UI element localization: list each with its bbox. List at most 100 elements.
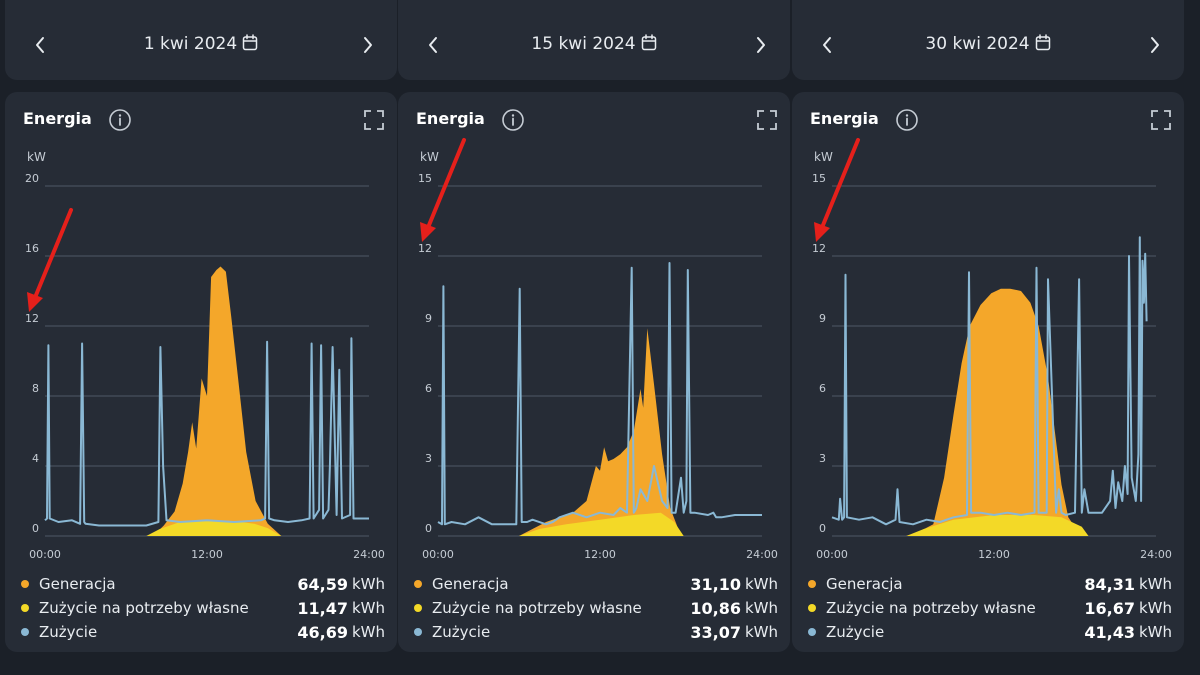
legend-item: Zużycie na potrzeby własne 16,67 kWh [808, 596, 1172, 620]
calendar-icon [1035, 34, 1050, 51]
annotation-arrow [425, 138, 466, 232]
y-tick-label: 12 [418, 242, 432, 255]
date-text: 30 kwi 2024 [925, 34, 1030, 54]
x-tick-label: 24:00 [746, 548, 778, 561]
date-text: 15 kwi 2024 [531, 34, 636, 54]
energy-card: Energia kW 0 3 6 9 12 15 00:00 12:00 24:00 Genera… [792, 92, 1184, 652]
chevron-right-icon [757, 37, 765, 53]
date-picker-button[interactable]: 30 kwi 2024 [792, 34, 1184, 54]
calendar-icon [641, 34, 656, 51]
date-text: 1 kwi 2024 [143, 34, 238, 54]
consumption-line [44, 337, 369, 527]
info-icon[interactable] [108, 108, 132, 132]
legend-dot [21, 604, 29, 612]
y-tick-label: 16 [25, 242, 39, 255]
previous-day-button[interactable] [418, 30, 448, 60]
legend-dot [808, 604, 816, 612]
legend-value: 84,31 [1084, 574, 1135, 594]
legend-dot [21, 580, 29, 588]
consumption-line [437, 262, 762, 526]
legend: Generacja 31,10 kWh Zużycie na potrzeby … [414, 572, 778, 644]
legend-dot [808, 580, 816, 588]
legend-label: Zużycie na potrzeby własne [432, 599, 642, 617]
legend-label: Zużycie [432, 623, 491, 641]
legend-item: Zużycie 46,69 kWh [21, 620, 385, 644]
legend-item: Generacja 84,31 kWh [808, 572, 1172, 596]
y-tick-label: 9 [425, 312, 432, 325]
x-tick-label: 12:00 [584, 548, 616, 561]
chevron-left-icon [823, 37, 831, 53]
y-tick-label: 0 [819, 522, 826, 535]
energy-panel: 15 kwi 2024 Energia [398, 0, 790, 675]
previous-day-button[interactable] [25, 30, 55, 60]
info-icon[interactable] [895, 108, 919, 132]
chevron-left-icon [429, 37, 437, 53]
y-tick-label: 6 [819, 382, 826, 395]
legend-value: 31,10 [690, 574, 741, 594]
legend-unit: kWh [744, 599, 778, 617]
legend-value: 10,86 [690, 598, 741, 618]
fullscreen-icon[interactable] [756, 109, 778, 131]
info-icon[interactable] [501, 108, 525, 132]
x-tick-label: 12:00 [191, 548, 223, 561]
x-tick-label: 00:00 [29, 548, 61, 561]
date-picker-button[interactable]: 1 kwi 2024 [5, 34, 397, 54]
legend-value: 64,59 [297, 574, 348, 594]
y-tick-label: 0 [32, 522, 39, 535]
y-tick-label: 20 [25, 172, 39, 185]
y-axis-unit-label: kW [420, 150, 439, 164]
chevron-right-icon [364, 37, 372, 53]
legend-label: Zużycie [826, 623, 885, 641]
fullscreen-icon[interactable] [1150, 109, 1172, 131]
annotation-arrow [32, 208, 73, 302]
date-selector: 30 kwi 2024 [792, 0, 1184, 80]
legend-dot [414, 580, 422, 588]
next-day-button[interactable] [1140, 30, 1170, 60]
legend-unit: kWh [1138, 623, 1172, 641]
y-tick-label: 8 [32, 382, 39, 395]
energy-chart: kW 0 3 6 9 12 15 00:00 12:00 24:00 [812, 138, 1172, 561]
self-consumption-area [832, 515, 1156, 536]
date-selector: 1 kwi 2024 [5, 0, 397, 80]
date-picker-button[interactable]: 15 kwi 2024 [398, 34, 790, 54]
legend-value: 11,47 [297, 598, 348, 618]
generation-area [832, 288, 1156, 536]
date-selector: 15 kwi 2024 [398, 0, 790, 80]
legend: Generacja 64,59 kWh Zużycie na potrzeby … [21, 572, 385, 644]
fullscreen-icon[interactable] [363, 109, 385, 131]
legend-label: Zużycie na potrzeby własne [39, 599, 249, 617]
previous-day-button[interactable] [812, 30, 842, 60]
chevron-left-icon [36, 37, 44, 53]
annotation-arrowhead [27, 292, 43, 312]
legend-label: Zużycie [39, 623, 98, 641]
y-tick-label: 15 [812, 172, 826, 185]
y-tick-label: 15 [418, 172, 432, 185]
legend-dot [21, 628, 29, 636]
legend-item: Generacja 31,10 kWh [414, 572, 778, 596]
card-title: Energia [416, 109, 485, 128]
y-axis-unit-label: kW [27, 150, 46, 164]
legend-unit: kWh [1138, 575, 1172, 593]
annotation-arrow [819, 138, 860, 232]
next-day-button[interactable] [353, 30, 383, 60]
self-consumption-area [438, 512, 762, 536]
annotation-arrowhead [420, 222, 436, 242]
x-tick-label: 24:00 [353, 548, 385, 561]
chevron-right-icon [1151, 37, 1159, 53]
legend-value: 16,67 [1084, 598, 1135, 618]
legend-unit: kWh [351, 623, 385, 641]
card-title: Energia [23, 109, 92, 128]
y-tick-label: 4 [32, 452, 39, 465]
legend-unit: kWh [351, 575, 385, 593]
x-tick-label: 00:00 [816, 548, 848, 561]
y-tick-label: 3 [425, 452, 432, 465]
y-tick-label: 12 [25, 312, 39, 325]
legend-item: Zużycie na potrzeby własne 10,86 kWh [414, 596, 778, 620]
energy-panel: 30 kwi 2024 Energia [792, 0, 1184, 675]
energy-panel: 1 kwi 2024 Energia [5, 0, 397, 675]
legend-item: Zużycie na potrzeby własne 11,47 kWh [21, 596, 385, 620]
next-day-button[interactable] [746, 30, 776, 60]
legend-unit: kWh [744, 623, 778, 641]
x-tick-label: 24:00 [1140, 548, 1172, 561]
legend-dot [414, 604, 422, 612]
